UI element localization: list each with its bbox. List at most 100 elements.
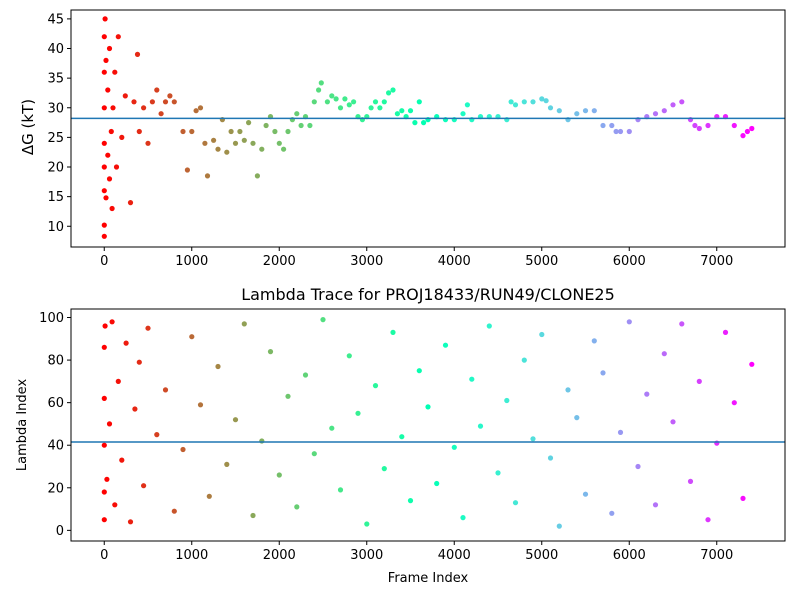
delta-g-point [105,87,111,93]
x-tick-label: 2000 [263,548,296,563]
delta-g-point [316,87,322,93]
lambda-point [101,442,107,448]
delta-g-point [112,69,118,75]
x-tick-label: 4000 [438,548,471,563]
lambda-y-ticks: 0 20 40 60 80 100 [39,311,71,539]
delta-g-point [386,90,392,96]
x-tick-label: 7000 [700,254,733,269]
lambda-point [670,419,676,425]
delta-g-point [162,99,169,105]
delta-g-point [318,80,324,86]
lambda-point [232,417,239,423]
delta-g-point [749,125,755,132]
lambda-point [460,515,466,521]
delta-g-point [626,128,632,135]
lambda-point [197,402,204,408]
lambda-point [530,436,536,442]
lambda-point [486,323,492,329]
lambda-point [127,519,134,525]
delta-g-point [399,108,405,114]
delta-g-point [180,128,186,135]
lambda-point [416,368,422,374]
lambda-point [132,406,138,412]
delta-g-point [652,111,659,117]
lambda-points [101,317,755,529]
lambda-point [145,325,151,331]
delta-g-point [254,173,260,179]
y-tick-label: 40 [47,439,64,454]
delta-g-point [119,134,125,140]
x-tick-label: 0 [100,254,108,269]
x-tick-label: 6000 [613,254,646,269]
delta-g-point [372,99,379,105]
lambda-point [609,510,615,516]
delta-g-point [259,146,265,152]
delta-g-point [416,99,422,105]
delta-g-axes-frame [70,9,786,248]
y-tick-label: 30 [47,101,64,116]
delta-g-point [204,173,211,179]
lambda-point [106,421,113,427]
lambda-point [390,329,396,335]
lambda-x-axis-label: Frame Index [388,571,469,586]
lambda-point [224,461,230,467]
delta-g-point [407,108,414,114]
lambda-point [372,383,379,389]
lambda-point [104,476,110,482]
y-tick-label: 15 [47,190,64,205]
lambda-point [495,470,501,476]
lambda-point [539,331,545,338]
delta-g-point [613,128,619,135]
lambda-point [521,357,527,363]
x-tick-label: 1000 [175,548,208,563]
delta-g-point [184,167,190,173]
delta-g-point [600,122,606,129]
lambda-point [442,342,449,348]
lambda-point [626,319,632,325]
delta-g-point [101,222,107,228]
lambda-point [285,393,291,399]
x-tick-label: 2000 [263,254,296,269]
delta-g-point [228,128,234,135]
delta-g-point [110,105,116,111]
delta-g-point [136,128,142,135]
delta-g-point [101,105,107,111]
lambda-point [101,489,107,495]
delta-g-point [556,108,562,114]
x-tick-label: 7000 [700,548,733,563]
delta-g-point [539,96,545,102]
lambda-point [346,353,352,359]
lambda-point [740,495,746,501]
lambda-point [574,415,580,421]
delta-g-point [193,108,199,114]
lambda-point [469,376,475,382]
lambda-point [644,391,650,397]
delta-g-point [705,122,711,129]
lambda-point [141,483,147,489]
delta-g-point [464,102,470,108]
delta-g-point [337,105,344,111]
delta-g-point [108,128,114,135]
delta-g-point [211,137,217,143]
delta-g-point [324,99,330,105]
delta-g-point [412,120,418,126]
delta-g-point [692,122,698,129]
delta-g-point [171,99,177,105]
delta-g-point [109,205,115,212]
lambda-point [696,378,702,384]
delta-g-point [394,111,400,117]
delta-g-point [508,99,514,105]
y-tick-label: 80 [47,354,64,369]
delta-g-point [122,93,128,99]
delta-g-point [141,105,147,111]
delta-g-point [145,140,151,146]
lambda-point [154,432,160,438]
x-tick-label: 1000 [175,254,208,269]
lambda-point [294,504,300,510]
lambda-point [556,523,562,529]
delta-g-point [103,57,109,64]
delta-g-point [740,133,746,139]
x-tick-label: 4000 [438,254,471,269]
delta-g-point [512,102,519,108]
lambda-point [547,455,554,461]
